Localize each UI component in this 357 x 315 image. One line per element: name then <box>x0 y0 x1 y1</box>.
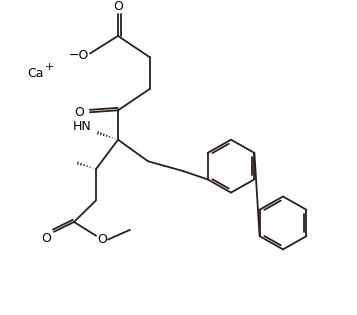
Text: HN: HN <box>72 120 91 134</box>
Text: O: O <box>74 106 84 119</box>
Text: O: O <box>97 233 107 246</box>
Text: Ca: Ca <box>27 66 43 80</box>
Text: O: O <box>113 0 123 13</box>
Text: O: O <box>41 232 51 245</box>
Text: +: + <box>44 62 54 72</box>
Text: −O: −O <box>69 49 89 62</box>
